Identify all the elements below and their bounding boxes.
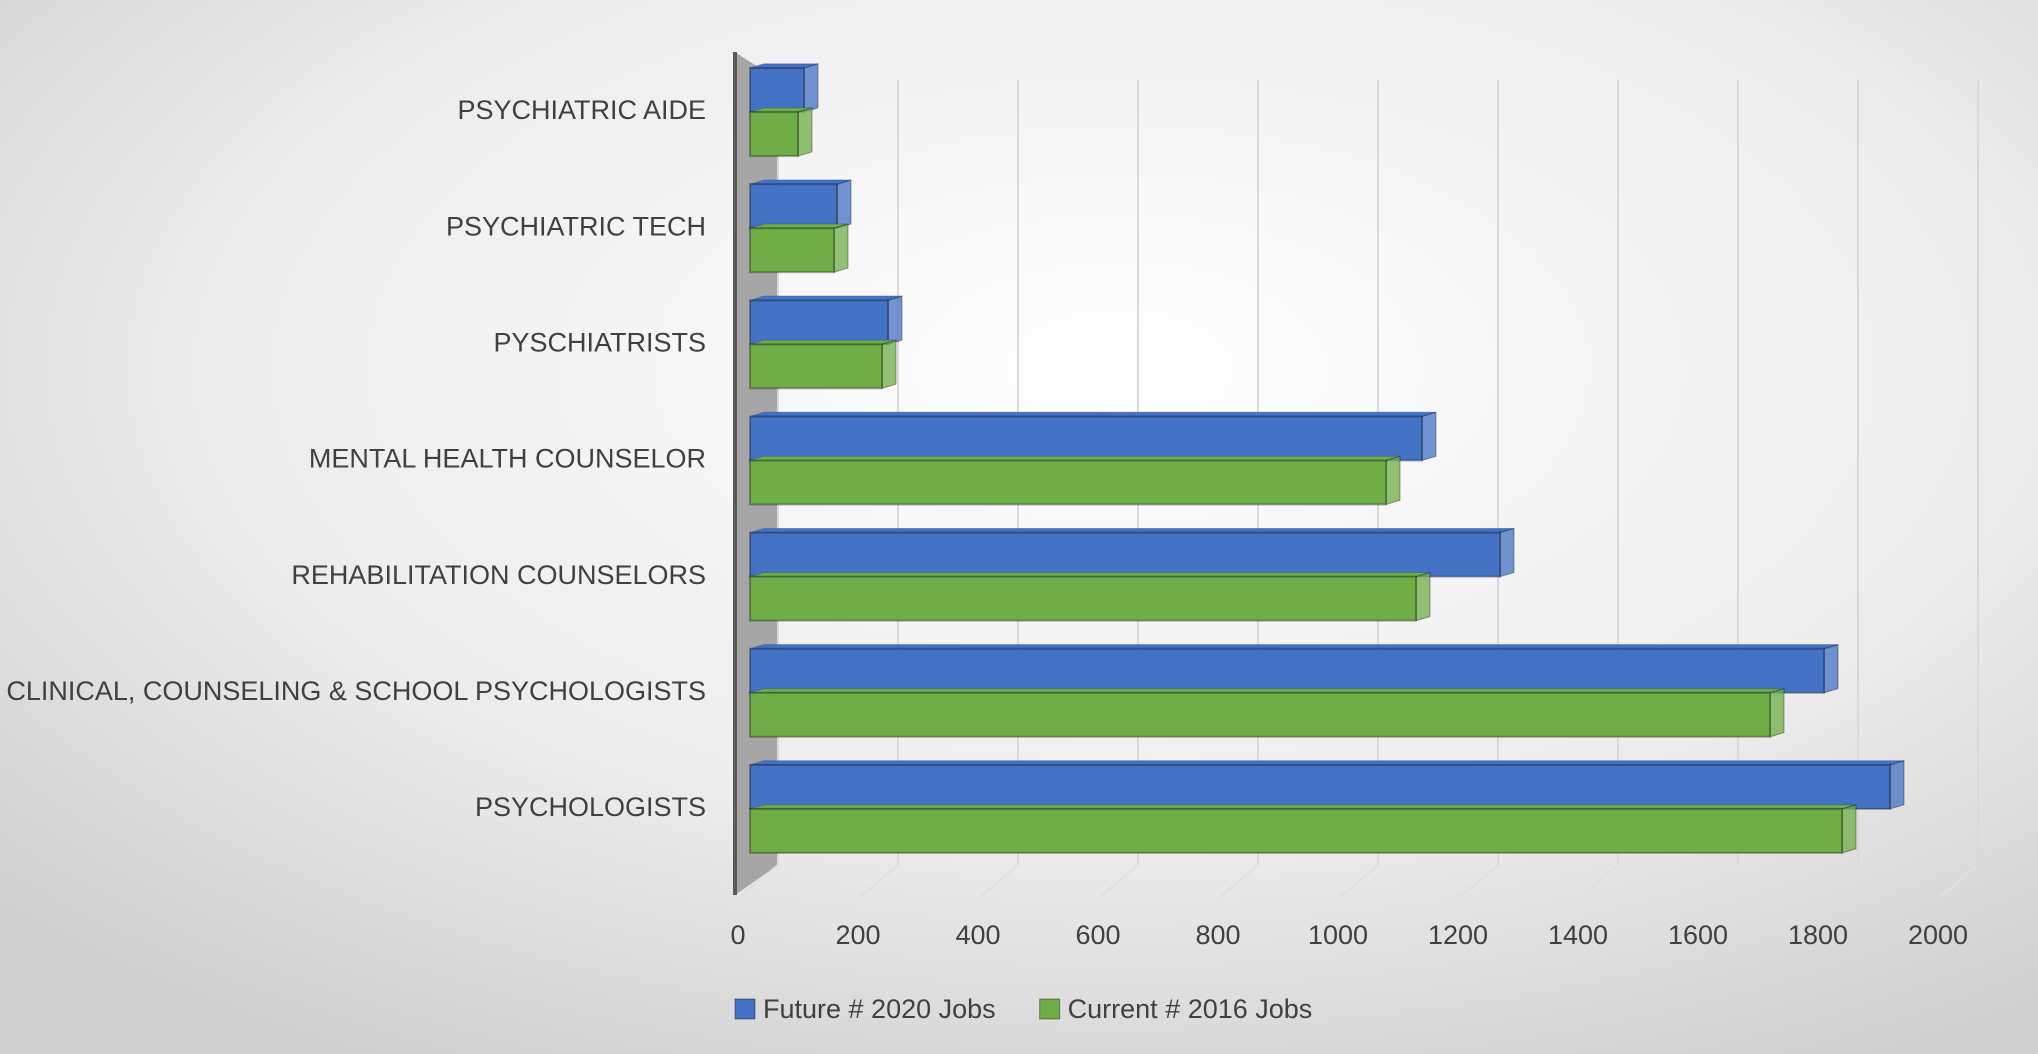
y-tick-label: PSYCHIATRIC AIDE [457,95,706,125]
y-tick-label: CLINICAL, COUNSELING & SCHOOL PSYCHOLOGI… [6,676,706,706]
y-tick-label: PYSCHIATRISTS [493,327,706,357]
bar [749,763,1891,810]
x-tick-label: 0 [730,920,745,950]
bar [749,111,799,158]
grid-floor [739,864,779,898]
x-tick-label: 200 [835,920,880,950]
bar [749,183,838,230]
grid-floor [1459,864,1499,898]
x-tick-label: 400 [955,920,1000,950]
y-tick-label: PSYCHIATRIC TECH [446,211,706,241]
bar-side [833,223,849,273]
bar-side [1769,687,1785,738]
bar [749,531,1501,578]
bar-side [1415,571,1431,622]
bar [749,343,883,390]
bar-side [797,107,813,157]
x-tick-label: 1600 [1668,920,1728,950]
legend-label: Future # 2020 Jobs [763,994,996,1024]
y-tick-label: REHABILITATION COUNSELORS [291,560,706,590]
bar [749,691,1771,738]
bar [749,299,889,346]
grid-floor [1699,864,1739,898]
x-tick-label: 1800 [1788,920,1848,950]
bar-side [1385,455,1401,506]
bar [749,227,835,274]
x-tick-label: 800 [1195,920,1240,950]
bar [749,459,1387,506]
grid-floor [979,864,1019,898]
bar [749,415,1423,462]
x-tick-label: 1200 [1428,920,1488,950]
bar [749,67,805,114]
bar [749,575,1417,622]
grid-floor [1819,864,1859,898]
bar [749,807,1843,854]
grid-floor [859,864,899,898]
x-tick-label: 600 [1075,920,1120,950]
bar [749,647,1825,694]
bar-side [1889,760,1905,810]
grid-floor [1099,864,1139,898]
bar-side [1499,527,1515,578]
bar-side [1823,643,1839,694]
bar-side [803,63,819,113]
legend-swatch [1039,998,1061,1020]
bar-side [881,339,897,390]
x-tick-label: 1000 [1308,920,1368,950]
grid-floor [1219,864,1259,898]
bar-side [887,295,903,346]
x-tick-label: 2000 [1908,920,1968,950]
bar-side [1841,804,1857,854]
y-tick-label: MENTAL HEALTH COUNSELOR [309,444,706,474]
x-tick-label: 1400 [1548,920,1608,950]
bar-side [1421,411,1437,462]
grid-floor [1939,864,1979,898]
legend-swatch [734,998,756,1020]
legend-label: Current # 2016 Jobs [1068,994,1313,1024]
grid-floor [1579,864,1619,898]
bar-side [836,179,852,229]
y-tick-label: PSYCHOLOGISTS [475,792,706,822]
grid-floor [1339,864,1379,898]
